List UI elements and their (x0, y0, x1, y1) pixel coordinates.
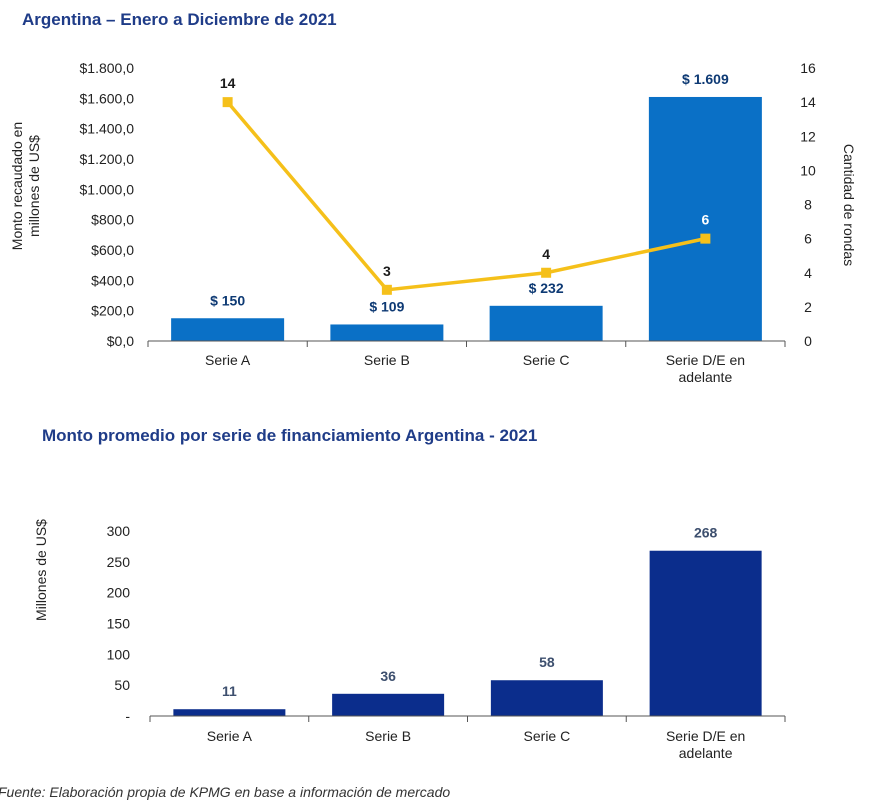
y-tick-label: 150 (107, 616, 131, 632)
right-tick-label: 8 (804, 197, 812, 213)
y-tick-label: 50 (114, 677, 130, 693)
category-label-line: Serie A (207, 728, 253, 744)
category-label-line: Serie A (205, 352, 251, 368)
rondas-marker (541, 267, 552, 278)
left-tick-label: $400,0 (91, 272, 134, 288)
chart2-title: Monto promedio por serie de financiamien… (42, 426, 538, 445)
category-label-line: adelante (679, 369, 733, 385)
category-label-line: Serie C (524, 728, 571, 744)
right-tick-label: 16 (800, 60, 816, 76)
category-label: Serie B (365, 728, 411, 744)
category-label: Serie C (524, 728, 571, 744)
bar-data-label: $ 232 (529, 280, 564, 296)
bar-monto (171, 318, 285, 341)
chart1-title: Argentina – Enero a Diciembre de 2021 (22, 10, 337, 29)
category-label-line: adelante (679, 745, 733, 761)
category-label: Serie C (523, 352, 570, 368)
left-tick-label: $600,0 (91, 242, 134, 258)
bar-promedio (332, 693, 445, 716)
category-label: Serie D/E en adelante (666, 728, 745, 761)
source-note: Fuente: Elaboración propia de KPMG en ba… (0, 784, 451, 800)
right-axis-title: Cantidad de rondas (841, 144, 857, 266)
category-label: Serie D/E en adelante (666, 352, 745, 385)
bar-data-label: $ 1.609 (682, 71, 729, 87)
rondas-data-label: 14 (220, 75, 236, 91)
right-tick-label: 10 (800, 162, 816, 178)
left-tick-label: $1.600,0 (80, 90, 135, 106)
left-tick-label: $0,0 (107, 333, 134, 349)
right-tick-label: 4 (804, 265, 812, 281)
y-tick-label: 300 (107, 523, 131, 539)
left-tick-label: $1.200,0 (80, 151, 135, 167)
left-tick-label: $1.000,0 (80, 181, 135, 197)
category-label-line: Serie C (523, 352, 570, 368)
left-tick-label: $800,0 (91, 212, 134, 228)
bar-data-label: 36 (380, 668, 396, 684)
rondas-marker (700, 233, 711, 244)
rondas-data-label: 6 (701, 212, 709, 228)
right-tick-label: 2 (804, 299, 812, 315)
bar-promedio (173, 709, 286, 716)
y-tick-label: 100 (107, 646, 131, 662)
bar-data-label: 58 (539, 654, 555, 670)
bar-monto (648, 96, 762, 342)
left-tick-label: $1.800,0 (80, 60, 135, 76)
right-tick-label: 12 (800, 128, 816, 144)
left-tick-label: $1.400,0 (80, 121, 135, 137)
left-axis-title-line: millones de US$ (26, 135, 42, 237)
right-tick-label: 14 (800, 94, 816, 110)
right-tick-label: 0 (804, 333, 812, 349)
chart1-svg: $0,0 $200,0 $400,0 $600,0 $800,0 $1.000,0 $1.2… (9, 60, 857, 385)
left-axis-title-line: Monto recaudado en (9, 122, 25, 250)
left-tick-label: $200,0 (91, 303, 134, 319)
rondas-line (226, 100, 706, 292)
bar-data-label: $ 109 (369, 298, 404, 314)
rondas-marker (222, 97, 233, 108)
bar-promedio (649, 550, 762, 716)
right-tick-label: 6 (804, 231, 812, 247)
bar-monto (330, 324, 444, 341)
category-label-line: Serie D/E en (666, 352, 745, 368)
bar-data-label: 11 (222, 683, 237, 699)
bar-monto (489, 305, 603, 341)
y-axis-title: Millones de US$ (33, 519, 49, 621)
y-tick-label: 250 (107, 554, 131, 570)
category-label: Serie B (364, 352, 410, 368)
category-label-line: Serie B (364, 352, 410, 368)
bar-data-label: 268 (694, 525, 718, 541)
category-label: Serie A (207, 728, 253, 744)
category-label-line: Serie B (365, 728, 411, 744)
rondas-data-label: 3 (383, 263, 391, 279)
rondas-marker (381, 284, 392, 295)
bar-data-label: $ 150 (210, 292, 245, 308)
bar-promedio (490, 680, 603, 716)
category-label-line: Serie D/E en (666, 728, 745, 744)
category-label: Serie A (205, 352, 251, 368)
left-axis-title: Monto recaudado enmillones de US$ (9, 122, 42, 250)
y-tick-label: 200 (107, 585, 131, 601)
rondas-data-label: 4 (542, 246, 550, 262)
y-tick-label: - (125, 708, 130, 724)
